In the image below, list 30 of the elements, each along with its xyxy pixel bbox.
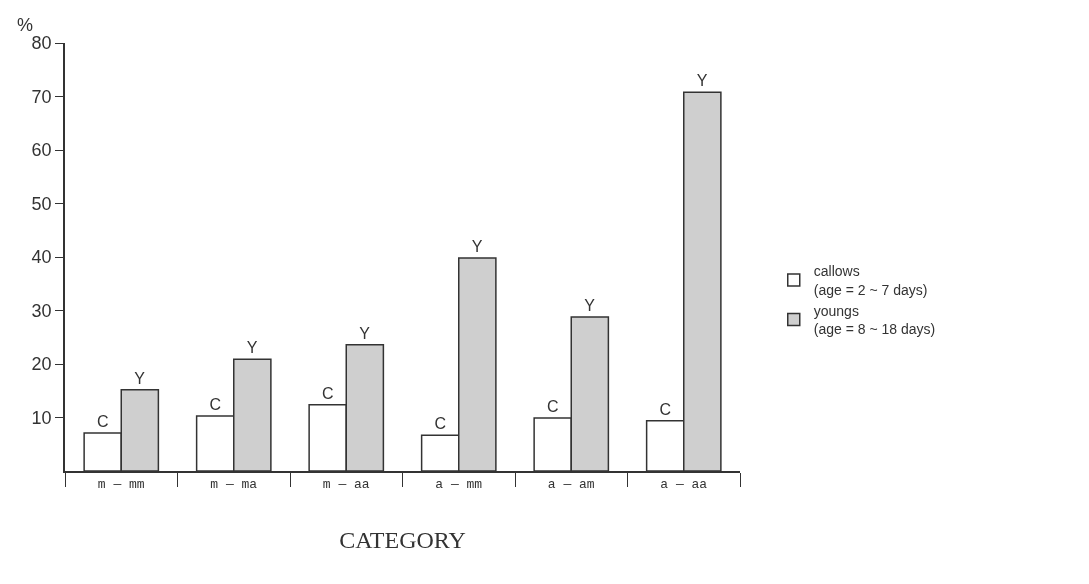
y-tick-label: 50 — [31, 193, 52, 214]
data-label: Y — [696, 72, 708, 90]
y-tick-label: 30 — [31, 300, 52, 321]
data-label: Y — [246, 339, 258, 357]
y-tick-label: 70 — [31, 86, 52, 107]
data-label: Y — [134, 369, 146, 387]
data-label: C — [96, 413, 109, 431]
data-label: C — [434, 415, 446, 433]
x-tick-label: m — mm — [97, 477, 145, 493]
x-tick-label: m — ma — [210, 477, 258, 493]
data-label: C — [209, 395, 221, 413]
legend-label: callows (age = 2 ~ 7 days) — [813, 263, 928, 298]
x-tick-label: a — mm — [435, 477, 483, 493]
y-tick-label: 80 — [31, 33, 52, 54]
y-tick-label: 20 — [31, 354, 52, 375]
y-tick-label: 10 — [31, 407, 52, 428]
data-label: Y — [359, 324, 371, 342]
x-tick-label: a — aa — [660, 477, 708, 493]
y-axis-title: % — [17, 15, 34, 35]
x-tick-label: a — am — [547, 477, 595, 493]
x-axis-title: CATEGORY — [339, 527, 466, 554]
y-tick-label: 40 — [31, 247, 52, 268]
x-tick-label: m — aa — [322, 477, 370, 493]
data-label: C — [659, 400, 671, 418]
data-label: Y — [584, 296, 596, 314]
legend-label: youngs (age = 8 ~ 18 days) — [813, 302, 936, 337]
data-label: C — [546, 398, 559, 416]
data-label: C — [321, 384, 334, 402]
y-tick-label: 60 — [31, 140, 52, 161]
data-label: Y — [471, 238, 483, 256]
